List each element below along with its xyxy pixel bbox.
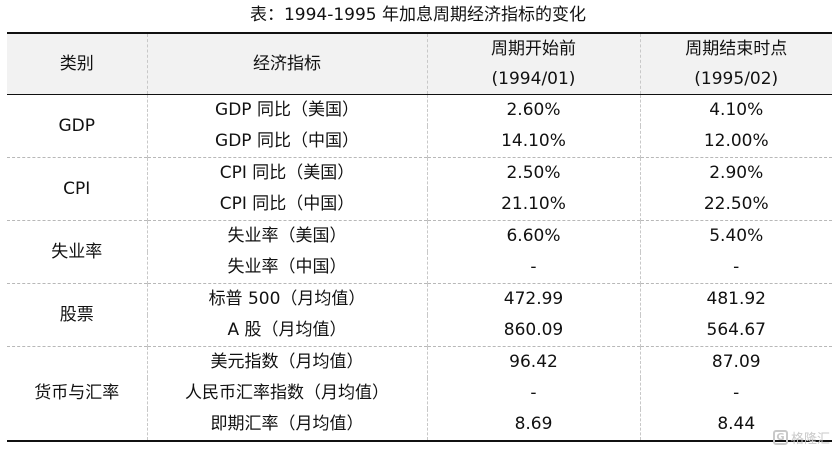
indicator-cell: CPI 同比（中国） xyxy=(146,189,427,221)
before-cell: 2.60% xyxy=(426,94,640,126)
table-row: GDP 同比（中国） 14.10% 12.00% xyxy=(7,126,832,158)
table-row: 人民币汇率指数（月均值） - - xyxy=(7,378,832,409)
indicator-cell: 即期汇率（月均值） xyxy=(146,409,427,441)
after-cell: 564.67 xyxy=(639,315,832,347)
table-row: GDP GDP 同比（美国） 2.60% 4.10% xyxy=(7,94,832,136)
table-row: 货币与汇率 美元指数（月均值） 96.42 87.09 xyxy=(7,346,832,403)
group-label: CPI xyxy=(63,178,91,199)
group-label: 货币与汇率 xyxy=(34,383,120,403)
indicator-cell: 失业率（中国） xyxy=(146,252,427,284)
group-label: 失业率 xyxy=(51,241,103,262)
table-row: 股票 标普 500（月均值） 472.99 481.92 xyxy=(7,283,832,325)
watermark: G 格隆汇 xyxy=(772,427,830,447)
group-gdp: GDP GDP 同比（美国） 2.60% 4.10% GDP 同比（中国） 14… xyxy=(7,94,832,158)
after-cell: - xyxy=(639,378,832,409)
header-after-date: (1995/02) xyxy=(694,69,779,89)
before-cell: - xyxy=(426,252,640,284)
before-cell: 21.10% xyxy=(426,189,640,221)
before-cell: - xyxy=(426,378,640,409)
indicator-table: 类别 经济指标 周期开始前 (1994/01) 周期结束时点 (1995/02)… xyxy=(7,32,832,442)
group-currency: 货币与汇率 美元指数（月均值） 96.42 87.09 人民币汇率指数（月均值）… xyxy=(7,346,832,441)
table-row: A 股（月均值） 860.09 564.67 xyxy=(7,315,832,347)
header-before-date: (1994/01) xyxy=(491,69,576,89)
after-cell: 481.92 xyxy=(639,283,832,315)
before-cell: 8.69 xyxy=(426,409,640,441)
table-row: 失业率（中国） - - xyxy=(7,252,832,284)
table-row: 失业率 失业率（美国） 6.60% 5.40% xyxy=(7,220,832,262)
header-indicator: 经济指标 xyxy=(146,33,427,95)
after-cell: 2.90% xyxy=(639,157,832,189)
before-cell: 860.09 xyxy=(426,315,640,347)
after-cell: 5.40% xyxy=(639,220,832,252)
after-cell: - xyxy=(639,252,832,284)
after-cell: 22.50% xyxy=(639,189,832,221)
header-after-label: 周期结束时点 xyxy=(685,39,788,59)
header-after: 周期结束时点 (1995/02) xyxy=(639,33,832,95)
header-before: 周期开始前 (1994/01) xyxy=(426,33,640,95)
header-before-label: 周期开始前 xyxy=(491,39,576,59)
indicator-cell: 美元指数（月均值） xyxy=(146,346,427,378)
header-row: 类别 经济指标 周期开始前 (1994/01) 周期结束时点 (1995/02) xyxy=(7,33,832,95)
indicator-cell: 标普 500（月均值） xyxy=(146,283,427,315)
indicator-cell: 人民币汇率指数（月均值） xyxy=(146,378,427,409)
group-cpi: CPI CPI 同比（美国） 2.50% 2.90% CPI 同比（中国） 21… xyxy=(7,157,832,221)
table-title: 表：1994-1995 年加息周期经济指标的变化 xyxy=(249,5,587,25)
group-stocks: 股票 标普 500（月均值） 472.99 481.92 A 股（月均值） 86… xyxy=(7,283,832,347)
indicator-cell: 失业率（美国） xyxy=(146,220,427,252)
gelonghui-logo-icon: G xyxy=(772,429,788,445)
indicator-cell: A 股（月均值） xyxy=(146,315,427,347)
group-unemployment: 失业率 失业率（美国） 6.60% 5.40% 失业率（中国） - - xyxy=(7,220,832,284)
indicator-cell: CPI 同比（美国） xyxy=(146,157,427,189)
table-row: 即期汇率（月均值） 8.69 8.44 xyxy=(7,409,832,441)
before-cell: 2.50% xyxy=(426,157,640,189)
watermark-text: 格隆汇 xyxy=(790,431,830,447)
after-cell: 8.44 xyxy=(639,409,832,441)
after-cell: 87.09 xyxy=(639,346,832,378)
before-cell: 96.42 xyxy=(426,346,640,378)
group-label: GDP xyxy=(58,115,95,136)
before-cell: 472.99 xyxy=(426,283,640,315)
indicator-cell: GDP 同比（中国） xyxy=(146,126,427,158)
after-cell: 4.10% xyxy=(639,94,832,126)
table-row: CPI 同比（中国） 21.10% 22.50% xyxy=(7,189,832,221)
header-category: 类别 xyxy=(59,54,94,74)
before-cell: 14.10% xyxy=(426,126,640,158)
table-row: CPI CPI 同比（美国） 2.50% 2.90% xyxy=(7,157,832,199)
group-label: 股票 xyxy=(59,304,94,325)
after-cell: 12.00% xyxy=(639,126,832,158)
indicator-cell: GDP 同比（美国） xyxy=(146,94,427,126)
before-cell: 6.60% xyxy=(426,220,640,252)
